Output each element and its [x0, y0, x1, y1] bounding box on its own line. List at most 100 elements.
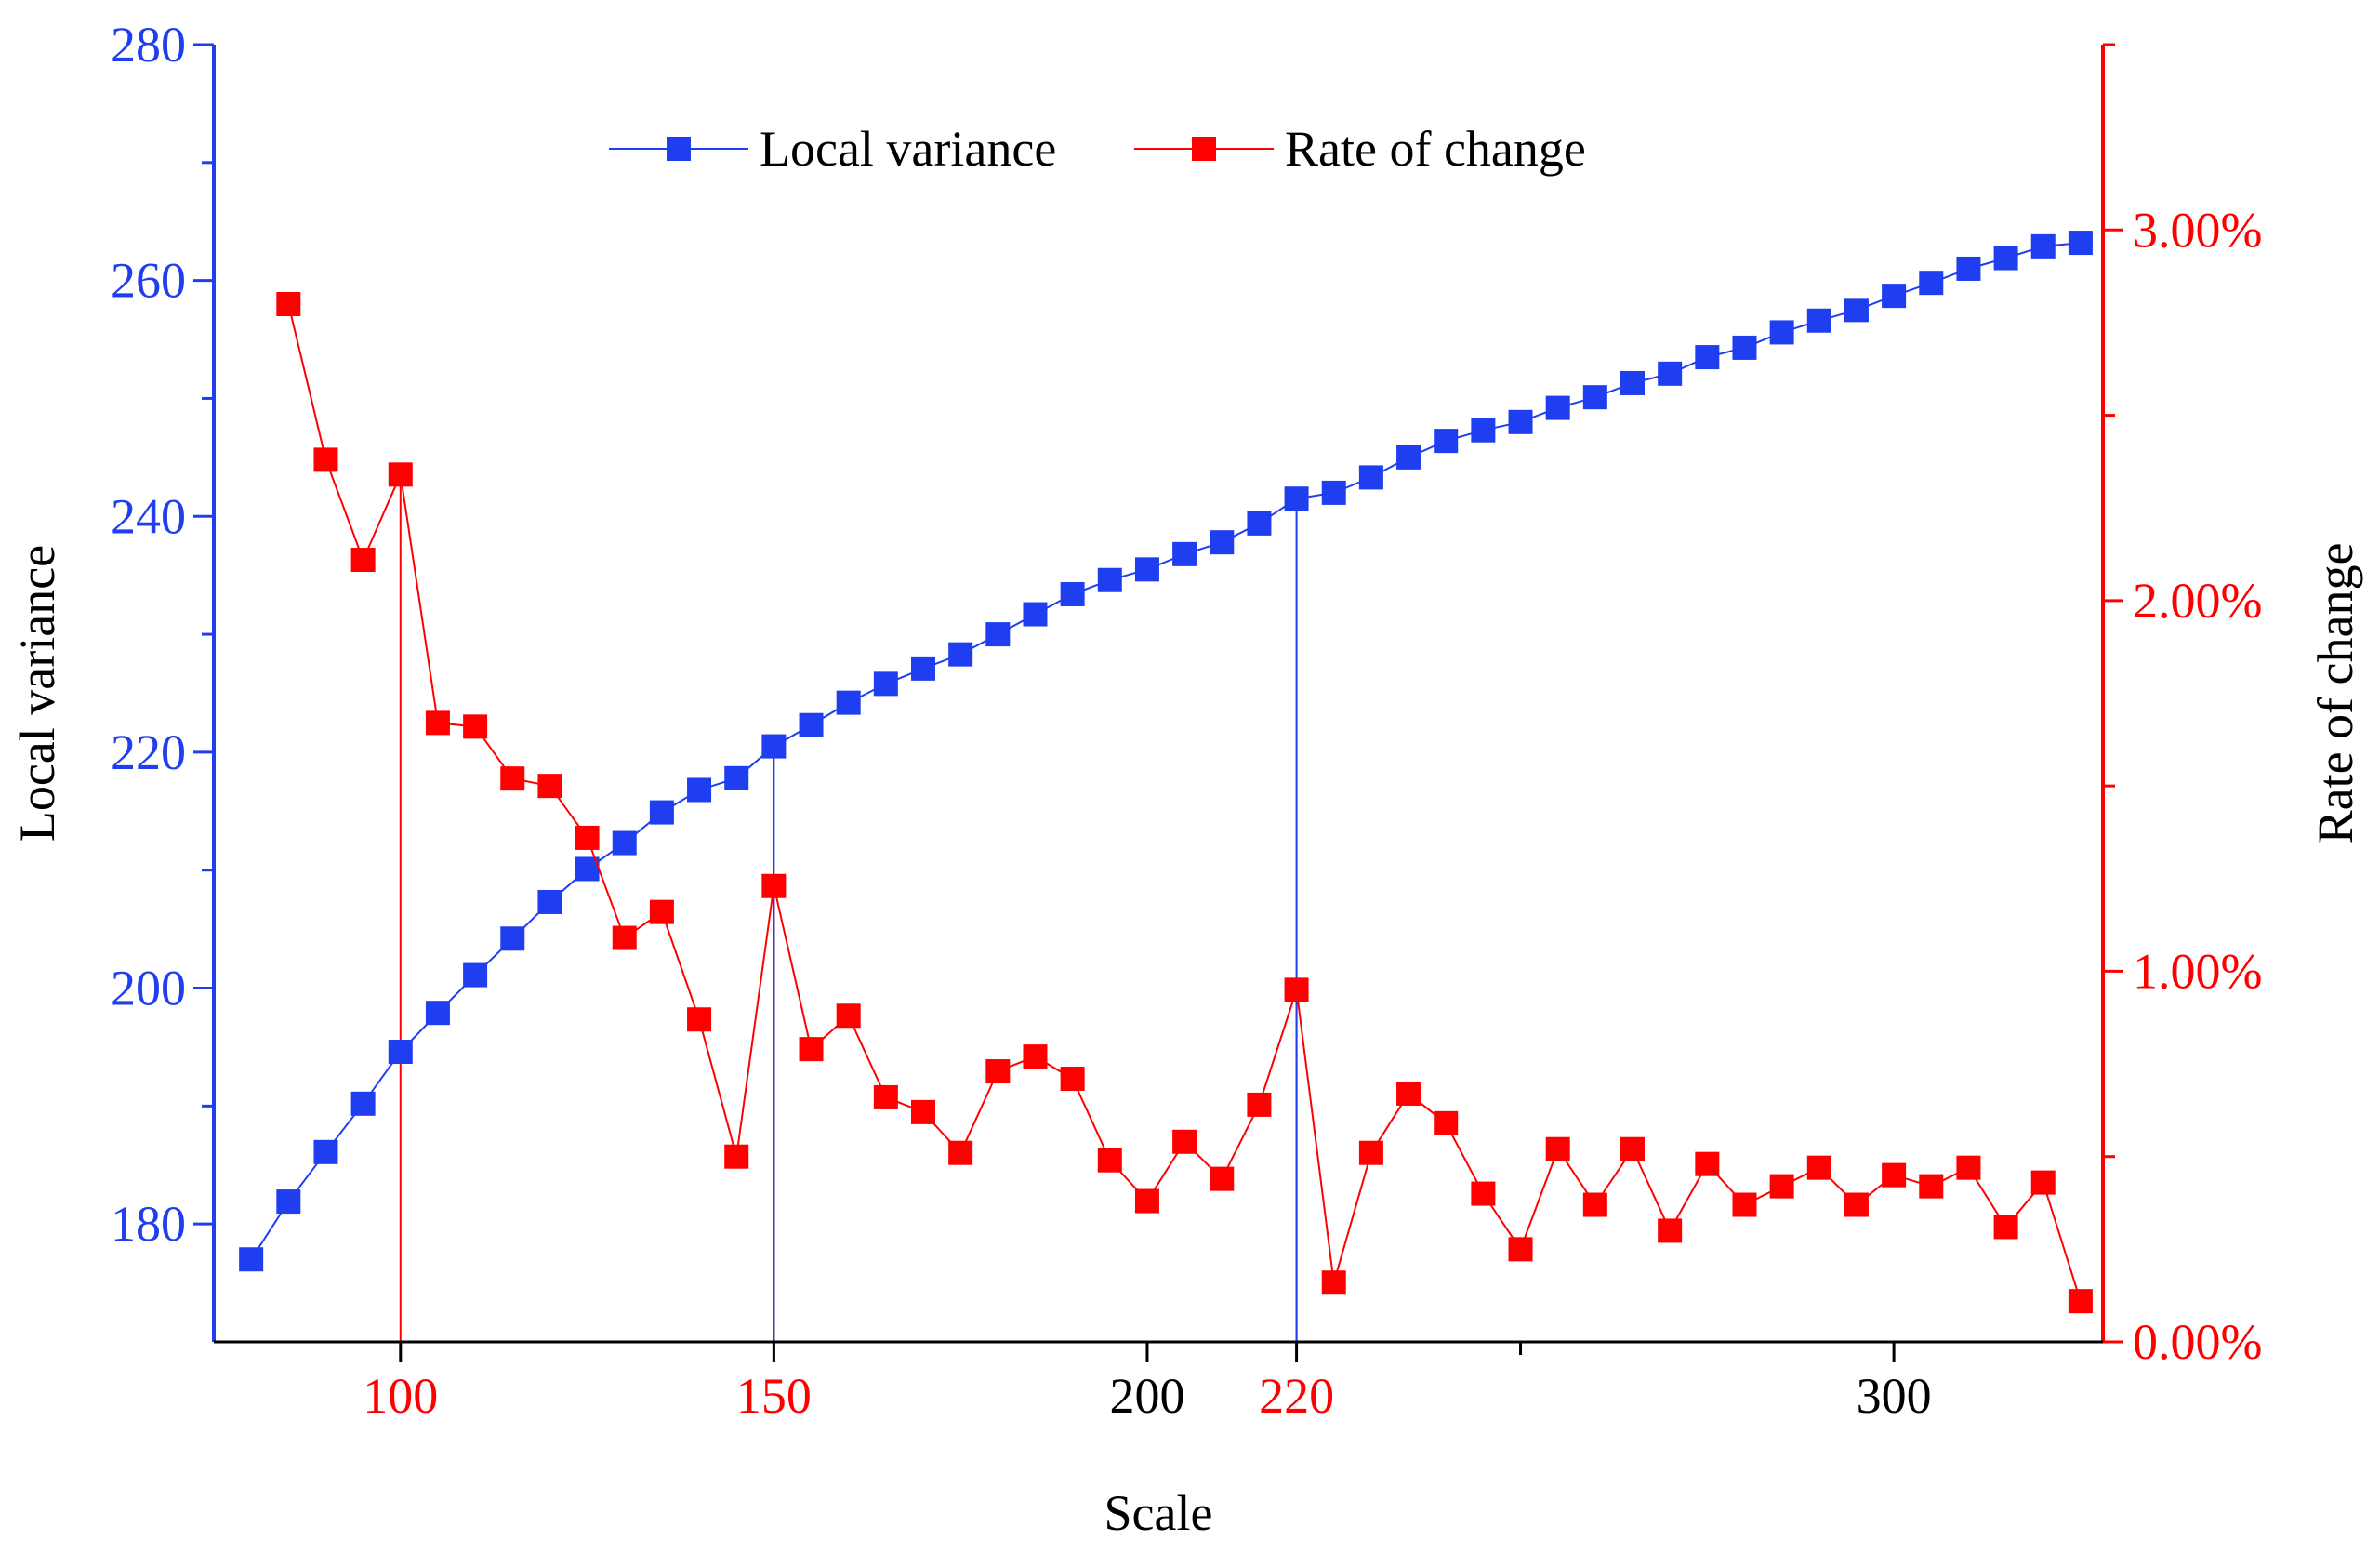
- data-point: [761, 873, 787, 898]
- data-point: [2030, 233, 2056, 259]
- data-point: [1134, 557, 1159, 582]
- data-point: [1471, 418, 1496, 443]
- data-point: [687, 777, 712, 803]
- legend-label: Rate of change: [1285, 121, 1586, 177]
- y-axis-right-title: Rate of change: [2307, 543, 2363, 844]
- data-point: [612, 830, 637, 856]
- data-point: [2068, 231, 2093, 256]
- data-point: [911, 1099, 936, 1124]
- data-point: [276, 292, 301, 316]
- data-point: [388, 1040, 413, 1065]
- data-point: [1172, 541, 1197, 566]
- data-point: [1023, 1044, 1048, 1069]
- data-point: [1321, 480, 1346, 505]
- data-point: [799, 712, 824, 737]
- y-left-tick-label: 240: [111, 488, 186, 544]
- data-point: [836, 690, 861, 715]
- data-point: [1396, 1081, 1421, 1106]
- data-point: [239, 1247, 264, 1272]
- data-point: [1097, 1148, 1122, 1173]
- data-point: [575, 825, 600, 850]
- data-point: [1210, 1166, 1235, 1191]
- data-point: [948, 642, 973, 667]
- data-point: [463, 962, 488, 988]
- x-tick-label: 200: [1109, 1368, 1184, 1424]
- y-right-tick-label: 3.00%: [2133, 202, 2262, 258]
- data-point: [350, 548, 376, 573]
- data-point: [612, 925, 637, 950]
- data-point: [1882, 1162, 1907, 1188]
- y-left-tick-label: 200: [111, 961, 186, 1016]
- legend-label: Local variance: [760, 121, 1056, 177]
- data-point: [1060, 1067, 1085, 1092]
- data-point: [537, 774, 562, 799]
- data-point: [1658, 361, 1683, 386]
- data-point: [276, 1189, 301, 1215]
- data-point: [1769, 320, 1794, 345]
- data-point: [985, 622, 1011, 647]
- data-point: [1396, 445, 1421, 470]
- data-point: [724, 1144, 749, 1169]
- data-point: [1247, 1092, 1272, 1117]
- data-point: [500, 926, 525, 951]
- x-tick-label: 150: [736, 1368, 812, 1424]
- data-point: [724, 765, 749, 790]
- legend: Local variance Rate of change: [609, 121, 1586, 177]
- series-layer: [239, 231, 2093, 1314]
- data-point: [1919, 1174, 1944, 1199]
- data-point: [873, 671, 898, 697]
- reference-lines: [399, 474, 1298, 1342]
- data-point: [1210, 530, 1235, 555]
- data-point: [500, 766, 525, 791]
- data-point: [1582, 385, 1607, 410]
- data-point: [1695, 1151, 1720, 1176]
- data-point: [537, 889, 562, 914]
- data-point: [1434, 1110, 1459, 1135]
- data-point: [1844, 298, 1869, 323]
- data-point: [948, 1140, 973, 1165]
- legend-marker: [667, 137, 691, 161]
- y-axis-left-title: Local variance: [9, 545, 65, 842]
- data-point: [1321, 1270, 1346, 1295]
- data-point: [1134, 1188, 1159, 1214]
- data-point: [1582, 1192, 1607, 1217]
- data-point: [649, 800, 674, 825]
- y-right-tick-label: 2.00%: [2133, 573, 2262, 629]
- data-point: [1769, 1174, 1794, 1199]
- data-point: [1060, 581, 1085, 606]
- data-point: [1097, 567, 1122, 592]
- y-left-tick-label: 260: [111, 253, 186, 309]
- data-point: [1882, 284, 1907, 309]
- data-point: [1620, 370, 1646, 395]
- y-right-tick-label: 1.00%: [2133, 943, 2262, 999]
- x-tick-label: 300: [1857, 1368, 1932, 1424]
- data-point: [1956, 256, 1981, 281]
- data-point: [799, 1037, 824, 1062]
- data-point: [1993, 1215, 2018, 1240]
- data-point: [687, 1007, 712, 1032]
- data-point: [1993, 246, 2018, 271]
- data-point: [1844, 1192, 1869, 1217]
- axes: 100 150 200 220 300 180 200 220 240 260 280 0.00% 1.…: [111, 17, 2262, 1424]
- data-point: [1620, 1136, 1646, 1161]
- y-right-tick-label: 0.00%: [2133, 1314, 2262, 1370]
- y-left-tick-label: 180: [111, 1196, 186, 1252]
- data-point: [425, 710, 450, 736]
- data-point: [1358, 1140, 1383, 1165]
- data-point: [873, 1084, 898, 1109]
- data-point: [1284, 486, 1309, 511]
- data-point: [985, 1059, 1011, 1084]
- data-point: [2068, 1289, 2093, 1314]
- data-point: [649, 899, 674, 924]
- data-point: [1023, 602, 1048, 627]
- data-point: [1434, 429, 1459, 454]
- data-point: [1284, 977, 1309, 1002]
- data-point: [425, 1001, 450, 1026]
- data-point: [313, 447, 338, 472]
- data-point: [1247, 511, 1272, 536]
- x-tick-label: 100: [363, 1368, 438, 1424]
- data-point: [1695, 345, 1720, 370]
- series-line-local-variance: [250, 242, 2081, 1260]
- data-point: [463, 714, 488, 739]
- data-point: [836, 1003, 861, 1029]
